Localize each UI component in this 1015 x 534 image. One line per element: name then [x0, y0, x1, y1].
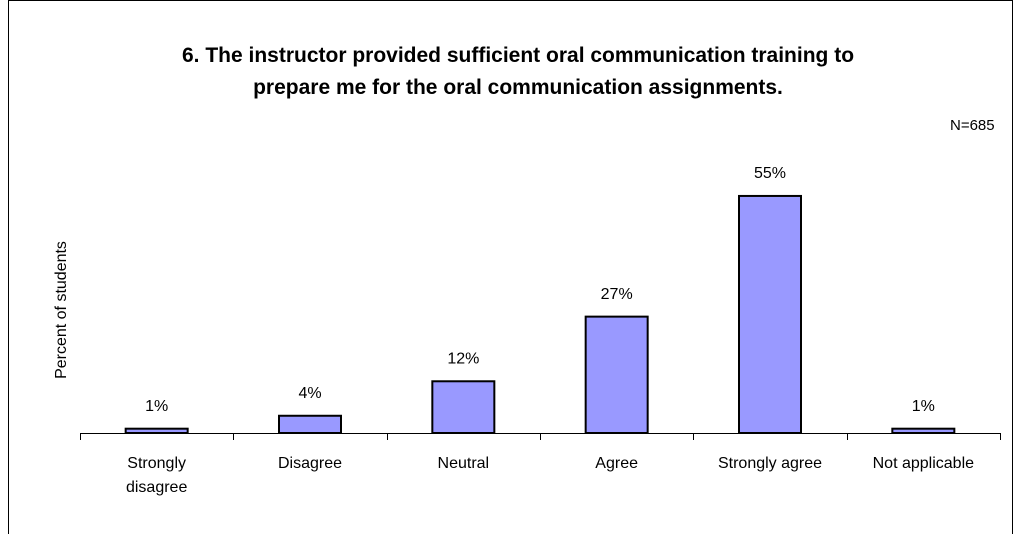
bar: [431, 380, 496, 434]
x-tick-label: Agree: [595, 455, 638, 472]
data-label: 12%: [447, 350, 479, 367]
y-axis-label: Percent of students: [53, 241, 70, 379]
bar: [124, 427, 189, 435]
chart-frame: [8, 0, 1013, 534]
bar: [278, 414, 342, 435]
data-label: 1%: [145, 398, 168, 415]
data-label: 27%: [601, 286, 633, 303]
x-tick-label: Not applicable: [872, 455, 975, 472]
bar: [738, 194, 802, 434]
x-tick-label: Strongly agree: [717, 455, 823, 472]
x-tick-label: Disagree: [277, 455, 343, 472]
bar: [891, 427, 956, 435]
data-label: 55%: [754, 165, 786, 182]
data-label: 1%: [912, 398, 935, 415]
x-tick-label: Strongly disagree: [125, 455, 188, 496]
data-label: 4%: [298, 385, 321, 402]
bar: [584, 315, 649, 435]
x-tick-label: Neutral: [437, 455, 490, 472]
annotation: N=685: [950, 117, 995, 134]
chart-title: 6. The instructor provided sufficient or…: [181, 44, 855, 99]
